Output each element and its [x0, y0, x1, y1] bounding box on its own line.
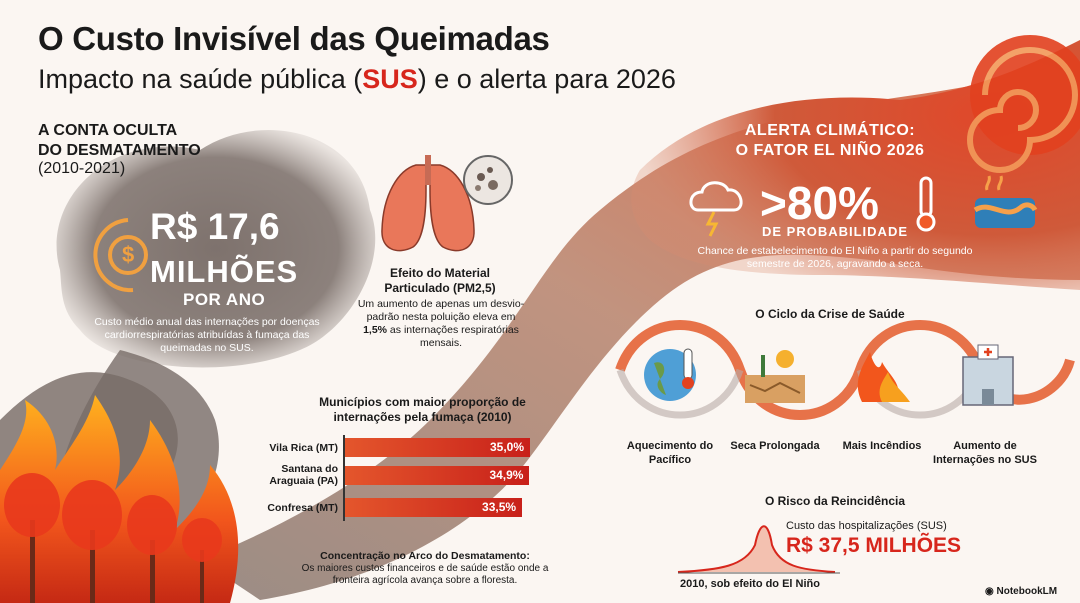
cycle-step-3: Mais Incêndios — [842, 440, 922, 452]
hidden-cost-heading: A CONTA OCULTA DO DESMATAMENTO — [38, 122, 201, 159]
pm-title: Efeito do Material Particulado (PM2,5) — [384, 266, 496, 295]
hospital-icon — [962, 344, 1014, 406]
cycle-title: O Ciclo da Crise de Saúde — [755, 307, 905, 321]
cycle-step-1: Aquecimento do Pacífico — [626, 440, 714, 466]
municipalities-title: Municípios com maior proporção de intern… — [319, 395, 526, 424]
cycle-step-4: Aumento de Internações no SUS — [933, 440, 1037, 466]
hidden-cost-value: R$ 17,6 — [150, 206, 280, 247]
page-title: O Custo Invisível das Queimadas — [38, 20, 550, 57]
concentration-description: Os maiores custos financeiros e de saúde… — [301, 563, 549, 586]
hidden-cost-per: POR ANO — [183, 290, 266, 309]
alert-probability-label: DE PROBABILIDADE — [762, 224, 909, 239]
hidden-cost-description: Custo médio anual das internações por do… — [94, 316, 320, 354]
bar-1: 34,9% — [345, 466, 530, 485]
fire-illustration — [0, 395, 239, 603]
bar-label-0: Vila Rica (MT) — [269, 442, 338, 454]
alert-percentage: >80% — [760, 177, 879, 229]
hidden-cost-period: (2010-2021) — [38, 160, 126, 177]
alert-description: Chance de estabelecimento do El Niño a p… — [697, 245, 973, 270]
thermometer-icon — [916, 176, 936, 232]
bar-label-1: Santana do Araguaia (PA) — [269, 463, 338, 487]
hidden-cost-unit: MILHÕES — [150, 254, 299, 289]
storm-cloud-icon — [689, 181, 743, 237]
globe-thermometer-icon — [644, 348, 696, 401]
concentration-title: Concentração no Arco do Desmatamento: — [320, 550, 530, 562]
bar-label-2: Confresa (MT) — [267, 502, 338, 514]
lungs-icon — [381, 155, 513, 252]
page-subtitle: Impacto na saúde pública (SUS) e o alert… — [38, 64, 676, 94]
bar-0: 35,0% — [345, 438, 530, 457]
fire-icon — [857, 352, 910, 402]
risk-spike-chart — [677, 525, 840, 574]
alert-heading: ALERTA CLIMÁTICO: O FATOR EL NIÑO 2026 — [735, 122, 925, 159]
cycle-step-2: Seca Prolongada — [730, 440, 820, 452]
coin-hand-icon — [93, 218, 148, 293]
drought-icon — [745, 350, 805, 403]
risk-value: R$ 37,5 MILHÕES — [786, 534, 962, 557]
risk-subtitle: Custo das hospitalizações (SUS) — [786, 520, 947, 532]
heat-waves-icon — [973, 175, 1038, 228]
bar-axis — [343, 435, 345, 521]
brand-label: ◉ NotebookLM — [985, 586, 1058, 597]
bar-2: 33,5% — [345, 498, 523, 517]
svg-text:$: $ — [122, 242, 134, 267]
pm-description: Um aumento de apenas um desvio-padrão ne… — [357, 298, 525, 349]
risk-title: O Risco da Reincidência — [764, 494, 906, 508]
risk-note: 2010, sob efeito do El Niño — [680, 578, 820, 590]
